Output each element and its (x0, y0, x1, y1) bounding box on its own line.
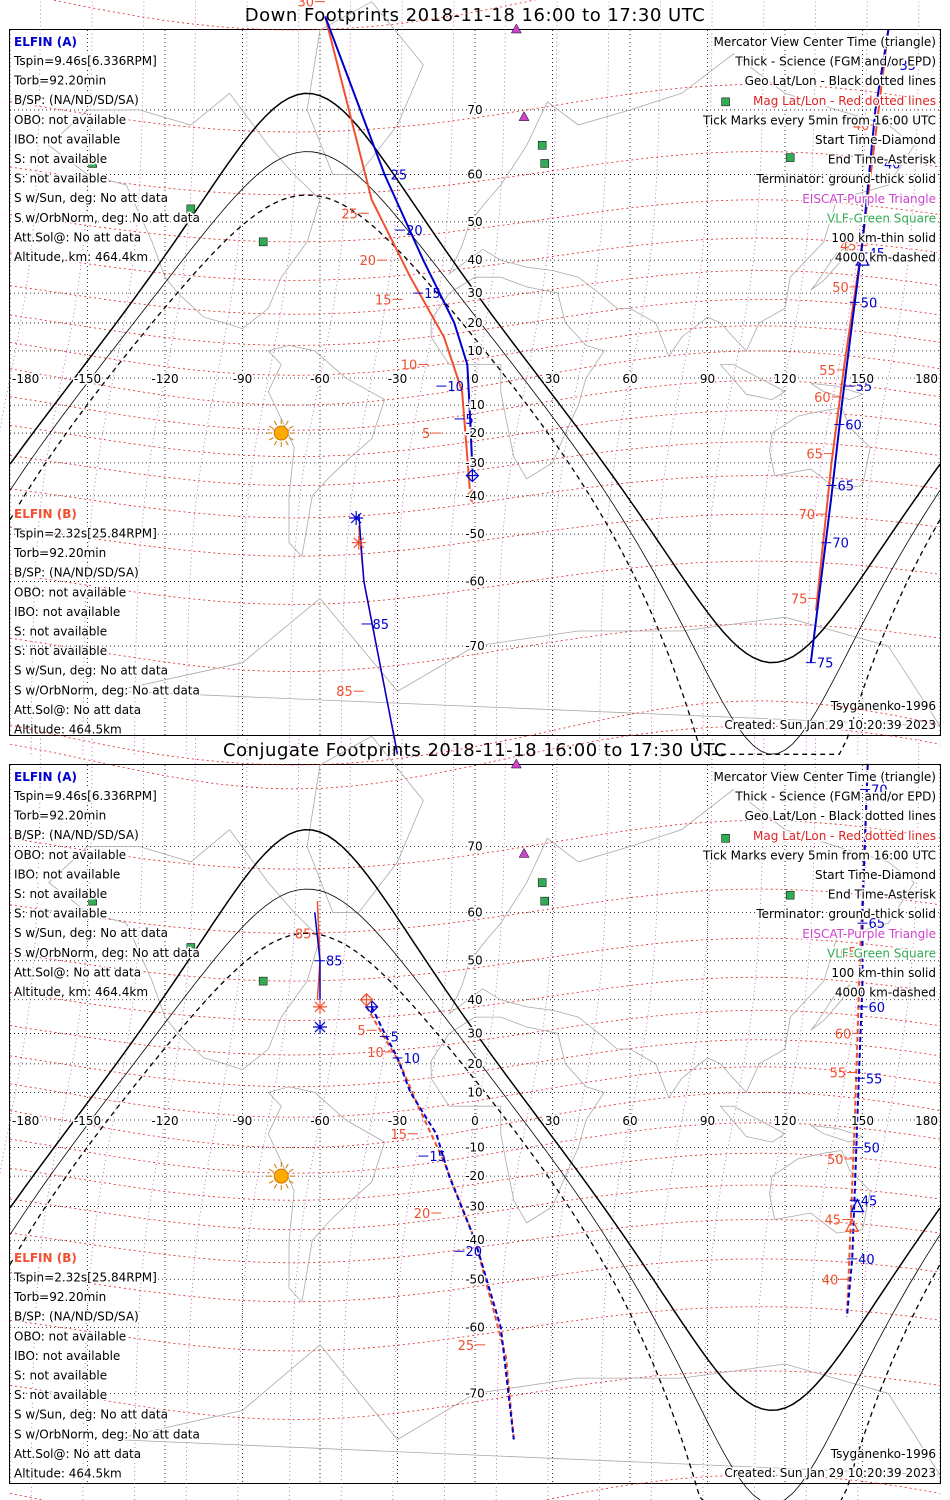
panel-title-down: Down Footprints 2018-11-18 16:00 to 17:3… (244, 5, 706, 26)
map-panel-conjugate (9, 764, 941, 1484)
map-panel-down (9, 29, 941, 736)
panel-title-conjugate: Conjugate Footprints 2018-11-18 16:00 to… (223, 740, 727, 761)
